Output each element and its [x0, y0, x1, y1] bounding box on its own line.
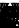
Text: 1600 C: 1600 C	[2, 1, 19, 28]
Text: UV: UV	[0, 13, 19, 28]
Text: 900 C: 900 C	[7, 1, 19, 28]
Text: V: V	[0, 12, 11, 28]
Text: 2600 C: 2600 C	[0, 1, 18, 28]
Text: 950 C: 950 C	[6, 1, 19, 28]
Text: 1200 C: 1200 C	[4, 1, 19, 28]
Text: Carbon: Carbon	[4, 3, 19, 28]
Text: Tungsten: Tungsten	[1, 3, 19, 28]
Text: Carbon: Carbon	[6, 3, 19, 28]
Text: Fig. 1: Fig. 1	[1, 4, 19, 28]
Text: Nichrome: Nichrome	[2, 3, 19, 28]
Text: IR: IR	[0, 11, 15, 28]
Text: 2200 C: 2200 C	[1, 1, 19, 28]
Text: Nichrome: Nichrome	[7, 3, 19, 28]
Text: Tungsten: Tungsten	[0, 3, 18, 28]
